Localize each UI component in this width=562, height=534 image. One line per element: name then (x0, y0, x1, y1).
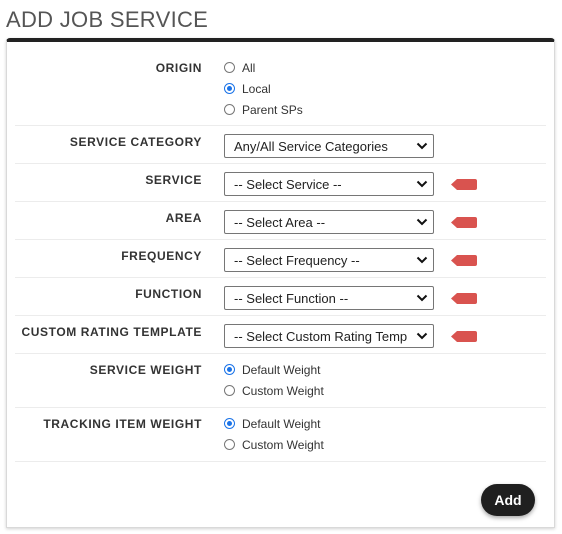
required-marker-icon (451, 179, 477, 190)
chevron-down-icon (416, 142, 428, 150)
radio-unchecked-icon[interactable] (224, 385, 235, 396)
area-row: AREA -- Select Area -- (15, 202, 546, 240)
origin-row: ORIGIN All Local Parent SPs (15, 42, 546, 126)
tracking-item-weight-label: TRACKING ITEM WEIGHT (43, 417, 202, 431)
frequency-select[interactable]: -- Select Frequency -- (224, 248, 434, 272)
custom-rating-template-row: CUSTOM RATING TEMPLATE -- Select Custom … (15, 316, 546, 354)
radio-checked-icon[interactable] (224, 364, 235, 375)
service-weight-label: SERVICE WEIGHT (89, 363, 202, 377)
custom-rating-template-value: -- Select Custom Rating Temp (234, 328, 408, 344)
origin-option-parent-sps[interactable]: Parent SPs (224, 99, 303, 120)
origin-option-all[interactable]: All (224, 57, 303, 78)
origin-radio-group: All Local Parent SPs (224, 57, 303, 120)
origin-label: ORIGIN (155, 61, 202, 75)
add-job-service-form: ORIGIN All Local Parent SPs SERVICE CATE… (6, 38, 555, 528)
radio-unchecked-icon[interactable] (224, 439, 235, 450)
custom-rating-template-label: CUSTOM RATING TEMPLATE (21, 325, 202, 339)
function-select[interactable]: -- Select Function -- (224, 286, 434, 310)
area-label: AREA (165, 211, 202, 225)
service-label: SERVICE (145, 173, 202, 187)
area-select[interactable]: -- Select Area -- (224, 210, 434, 234)
origin-option-local-label: Local (242, 81, 271, 96)
tracking-item-weight-row: TRACKING ITEM WEIGHT Default Weight Cust… (15, 408, 546, 462)
service-select[interactable]: -- Select Service -- (224, 172, 434, 196)
radio-checked-icon[interactable] (224, 83, 235, 94)
origin-option-local[interactable]: Local (224, 78, 303, 99)
chevron-down-icon (416, 256, 428, 264)
tracking-item-weight-radio-group: Default Weight Custom Weight (224, 413, 324, 455)
origin-option-all-label: All (242, 60, 256, 75)
chevron-down-icon (416, 218, 428, 226)
frequency-label: FREQUENCY (121, 249, 202, 263)
service-weight-option-default-label: Default Weight (242, 362, 321, 377)
service-category-value: Any/All Service Categories (234, 138, 388, 154)
function-value: -- Select Function -- (234, 290, 349, 306)
chevron-down-icon (416, 180, 428, 188)
tracking-item-weight-option-custom-label: Custom Weight (242, 437, 324, 452)
radio-unchecked-icon[interactable] (224, 62, 235, 73)
origin-option-parent-sps-label: Parent SPs (242, 102, 303, 117)
radio-checked-icon[interactable] (224, 418, 235, 429)
service-category-row: SERVICE CATEGORY Any/All Service Categor… (15, 126, 546, 164)
chevron-down-icon (416, 332, 428, 340)
required-marker-icon (451, 331, 477, 342)
required-marker-icon (451, 293, 477, 304)
frequency-row: FREQUENCY -- Select Frequency -- (15, 240, 546, 278)
function-row: FUNCTION -- Select Function -- (15, 278, 546, 316)
service-category-select[interactable]: Any/All Service Categories (224, 134, 434, 158)
service-weight-option-custom-label: Custom Weight (242, 383, 324, 398)
page-title: ADD JOB SERVICE (6, 7, 209, 32)
tracking-item-weight-option-default[interactable]: Default Weight (224, 413, 324, 434)
service-value: -- Select Service -- (234, 176, 342, 192)
service-category-label: SERVICE CATEGORY (69, 135, 202, 149)
tracking-item-weight-option-custom[interactable]: Custom Weight (224, 434, 324, 455)
area-value: -- Select Area -- (234, 214, 326, 230)
service-weight-option-custom[interactable]: Custom Weight (224, 380, 324, 401)
chevron-down-icon (416, 294, 428, 302)
required-marker-icon (451, 217, 477, 228)
service-weight-option-default[interactable]: Default Weight (224, 359, 324, 380)
custom-rating-template-select[interactable]: -- Select Custom Rating Temp (224, 324, 434, 348)
service-weight-radio-group: Default Weight Custom Weight (224, 359, 324, 401)
function-label: FUNCTION (135, 287, 202, 301)
required-marker-icon (451, 255, 477, 266)
tracking-item-weight-option-default-label: Default Weight (242, 416, 321, 431)
frequency-value: -- Select Frequency -- (234, 252, 360, 268)
service-row: SERVICE -- Select Service -- (15, 164, 546, 202)
add-button[interactable]: Add (481, 484, 535, 516)
service-weight-row: SERVICE WEIGHT Default Weight Custom Wei… (15, 354, 546, 408)
radio-unchecked-icon[interactable] (224, 104, 235, 115)
